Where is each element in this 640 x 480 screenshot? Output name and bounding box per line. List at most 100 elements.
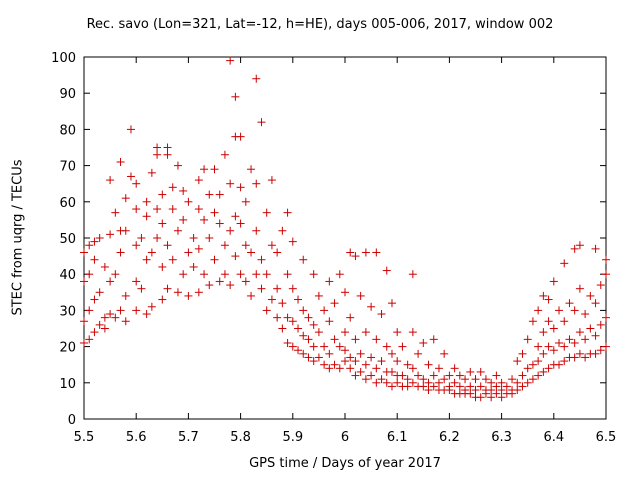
data-point — [528, 360, 537, 369]
data-point — [226, 56, 235, 65]
data-point — [309, 320, 318, 329]
data-point — [325, 317, 334, 326]
data-point — [408, 270, 417, 279]
data-point — [210, 208, 219, 217]
data-point — [80, 317, 88, 326]
data-point — [596, 281, 605, 290]
data-point — [424, 378, 433, 387]
data-point — [518, 382, 527, 391]
x-tick-label: 6 — [341, 430, 349, 445]
data-point — [314, 291, 323, 300]
data-point — [387, 367, 396, 376]
y-tick-label: 50 — [59, 232, 76, 247]
data-point — [142, 310, 151, 319]
data-point — [335, 342, 344, 351]
data-point — [273, 313, 282, 322]
data-point — [476, 367, 485, 376]
data-point — [299, 306, 308, 315]
data-point — [283, 270, 292, 279]
data-point — [455, 382, 464, 391]
x-tick-label: 5.9 — [282, 430, 303, 445]
data-point — [168, 255, 177, 264]
data-point — [387, 349, 396, 358]
data-point — [278, 226, 287, 235]
data-point — [252, 270, 261, 279]
data-point — [466, 367, 475, 376]
data-point — [267, 295, 276, 304]
x-tick-label: 5.5 — [74, 430, 95, 445]
data-point — [544, 317, 553, 326]
data-point — [570, 244, 579, 253]
data-point — [534, 357, 543, 366]
data-point — [314, 353, 323, 362]
data-point — [236, 132, 245, 141]
data-point — [419, 382, 428, 391]
data-point — [320, 306, 329, 315]
data-point — [502, 382, 511, 391]
data-point — [299, 255, 308, 264]
data-point — [147, 302, 156, 311]
data-point — [565, 335, 574, 344]
data-point — [80, 338, 88, 347]
x-tick-label: 5.8 — [230, 430, 251, 445]
data-point — [173, 226, 182, 235]
data-point — [424, 386, 433, 395]
data-point — [461, 375, 470, 384]
data-point — [100, 324, 109, 333]
data-point — [361, 248, 370, 257]
data-point — [252, 179, 261, 188]
data-point — [100, 262, 109, 271]
data-point — [560, 317, 569, 326]
data-point — [90, 237, 99, 246]
data-point — [367, 353, 376, 362]
data-point — [132, 179, 141, 188]
data-point — [414, 371, 423, 380]
data-point — [273, 284, 282, 293]
data-point — [513, 357, 522, 366]
x-axis-label: GPS time / Days of year 2017 — [249, 456, 441, 471]
data-point — [267, 176, 276, 185]
data-point — [393, 378, 402, 387]
data-point — [85, 335, 94, 344]
data-point — [210, 255, 219, 264]
data-point — [513, 386, 522, 395]
data-point — [450, 364, 459, 373]
data-point — [309, 270, 318, 279]
data-point — [288, 317, 297, 326]
data-point — [283, 338, 292, 347]
data-point — [330, 360, 339, 369]
data-point — [116, 157, 125, 166]
x-tick-label: 6.4 — [543, 430, 564, 445]
data-point — [288, 342, 297, 351]
data-point — [184, 248, 193, 257]
data-point — [194, 205, 203, 214]
data-point — [471, 375, 480, 384]
data-point — [179, 215, 188, 224]
data-point — [335, 364, 344, 373]
data-point — [325, 364, 334, 373]
data-point — [481, 375, 490, 384]
data-point — [168, 183, 177, 192]
data-point — [351, 252, 360, 261]
data-point — [528, 317, 537, 326]
data-point — [168, 205, 177, 214]
data-point — [257, 255, 266, 264]
data-point — [100, 313, 109, 322]
data-point — [320, 342, 329, 351]
data-point — [325, 349, 334, 358]
data-point — [236, 270, 245, 279]
data-point — [487, 393, 496, 402]
axis-ticks: 5.5 5.6 5.7 5.8 5.9 6 6.1 6.2 6.3 6.4 6.5 0 10 20 30 40… — [51, 51, 616, 445]
data-point — [471, 386, 480, 395]
data-point — [549, 324, 558, 333]
data-point — [241, 197, 250, 206]
data-point — [450, 378, 459, 387]
data-point — [356, 367, 365, 376]
data-point — [158, 262, 167, 271]
data-point — [252, 74, 261, 83]
data-point — [346, 313, 355, 322]
x-tick-label: 6.3 — [491, 430, 512, 445]
data-point — [555, 338, 564, 347]
data-point — [314, 328, 323, 337]
x-tick-label: 6.2 — [439, 430, 460, 445]
